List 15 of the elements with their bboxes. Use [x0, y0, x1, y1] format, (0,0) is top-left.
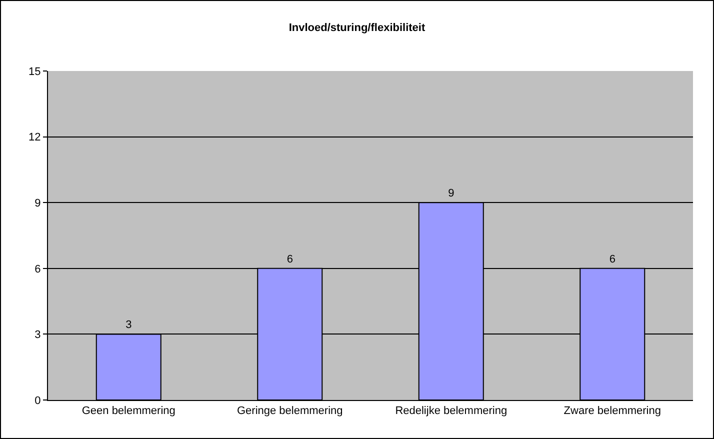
data-label: 9: [448, 188, 454, 200]
y-tick-label: 0: [34, 394, 41, 407]
y-tick-label: 3: [34, 329, 41, 342]
x-tick-label: Geringe belemmering: [236, 405, 343, 418]
data-label: 6: [286, 253, 293, 266]
y-tick-label: 6: [34, 263, 41, 276]
x-tick-label: Geen belemmering: [82, 405, 176, 418]
y-tick-label: 12: [28, 132, 41, 144]
x-tick-label: Redelijke belemmering: [395, 405, 508, 418]
x-tick-label: Zware belemmering: [564, 405, 661, 418]
data-label: 3: [126, 319, 132, 332]
chart-title: Invloed/sturing/flexibiliteit: [288, 22, 426, 34]
y-tick-label: 9: [34, 197, 41, 210]
data-label: 6: [609, 253, 616, 266]
y-tick-label: 15: [28, 66, 41, 78]
